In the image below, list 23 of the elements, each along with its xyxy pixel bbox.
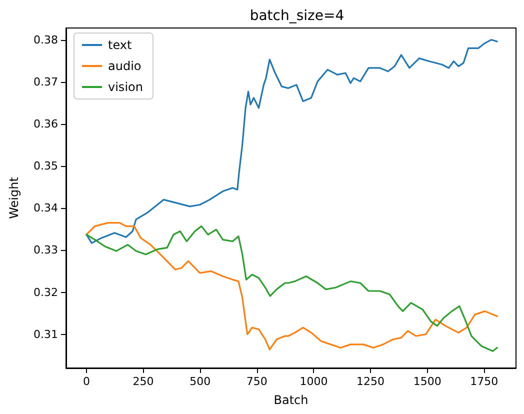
y-tick-label: 0.32 xyxy=(34,286,58,299)
y-tick-label: 0.35 xyxy=(34,160,58,173)
y-tick-label: 0.38 xyxy=(34,33,58,46)
y-tick-label: 0.31 xyxy=(34,328,58,341)
chart-title: batch_size=4 xyxy=(250,8,344,24)
legend-label: text xyxy=(108,38,132,52)
legend-label: audio xyxy=(108,59,142,73)
y-tick-label: 0.36 xyxy=(34,117,58,130)
x-tick-label: 1250 xyxy=(356,375,385,388)
legend-label: vision xyxy=(108,80,143,94)
x-axis-title: Batch xyxy=(274,393,308,407)
x-tick-label: 750 xyxy=(246,375,268,388)
x-tick-label: 1000 xyxy=(300,375,328,388)
y-tick-label: 0.37 xyxy=(34,75,58,88)
y-tick-label: 0.33 xyxy=(34,244,58,257)
line-series xyxy=(86,38,498,244)
x-tick-label: 1500 xyxy=(413,375,442,388)
y-axis-title: Weight xyxy=(7,176,21,219)
x-tick-label: 250 xyxy=(132,375,154,388)
x-tick-label: 500 xyxy=(190,375,211,388)
x-tick-label: 1750 xyxy=(470,375,498,388)
y-tick-label: 0.34 xyxy=(34,202,58,215)
x-tick-label: 0 xyxy=(82,375,90,388)
